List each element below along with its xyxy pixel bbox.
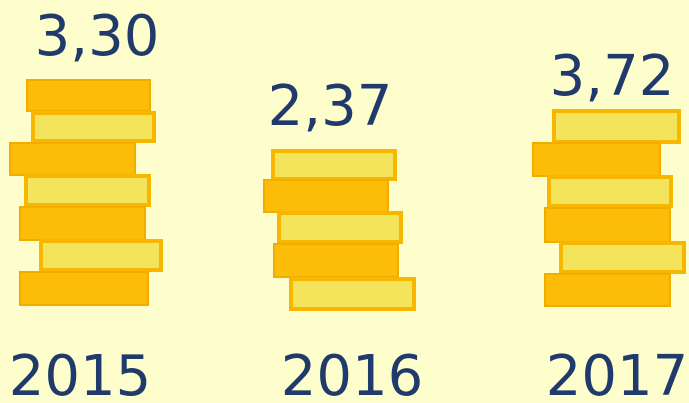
coin: [544, 273, 671, 307]
value-label: 3,30: [35, 4, 160, 69]
coin: [532, 142, 661, 177]
year-label: 2017: [546, 344, 689, 403]
year-label: 2016: [281, 344, 424, 403]
coin-stack: [263, 149, 416, 311]
coin: [271, 149, 397, 181]
coin: [263, 179, 389, 213]
coin: [19, 206, 146, 241]
coin: [273, 243, 399, 278]
coin: [547, 175, 673, 208]
value-label: 2,37: [268, 74, 393, 139]
year-label: 2015: [9, 344, 152, 403]
coin-stack: [9, 79, 163, 306]
coin: [19, 271, 149, 306]
coin: [559, 241, 686, 274]
coin-stack: [532, 109, 686, 307]
coin: [544, 207, 671, 243]
coin: [289, 277, 416, 311]
coin: [552, 109, 681, 144]
coin: [24, 174, 151, 207]
coin: [26, 79, 151, 112]
coin: [9, 142, 136, 176]
value-label: 3,72: [550, 44, 675, 109]
coin: [39, 239, 163, 272]
coin: [277, 211, 403, 244]
coin: [31, 111, 156, 143]
